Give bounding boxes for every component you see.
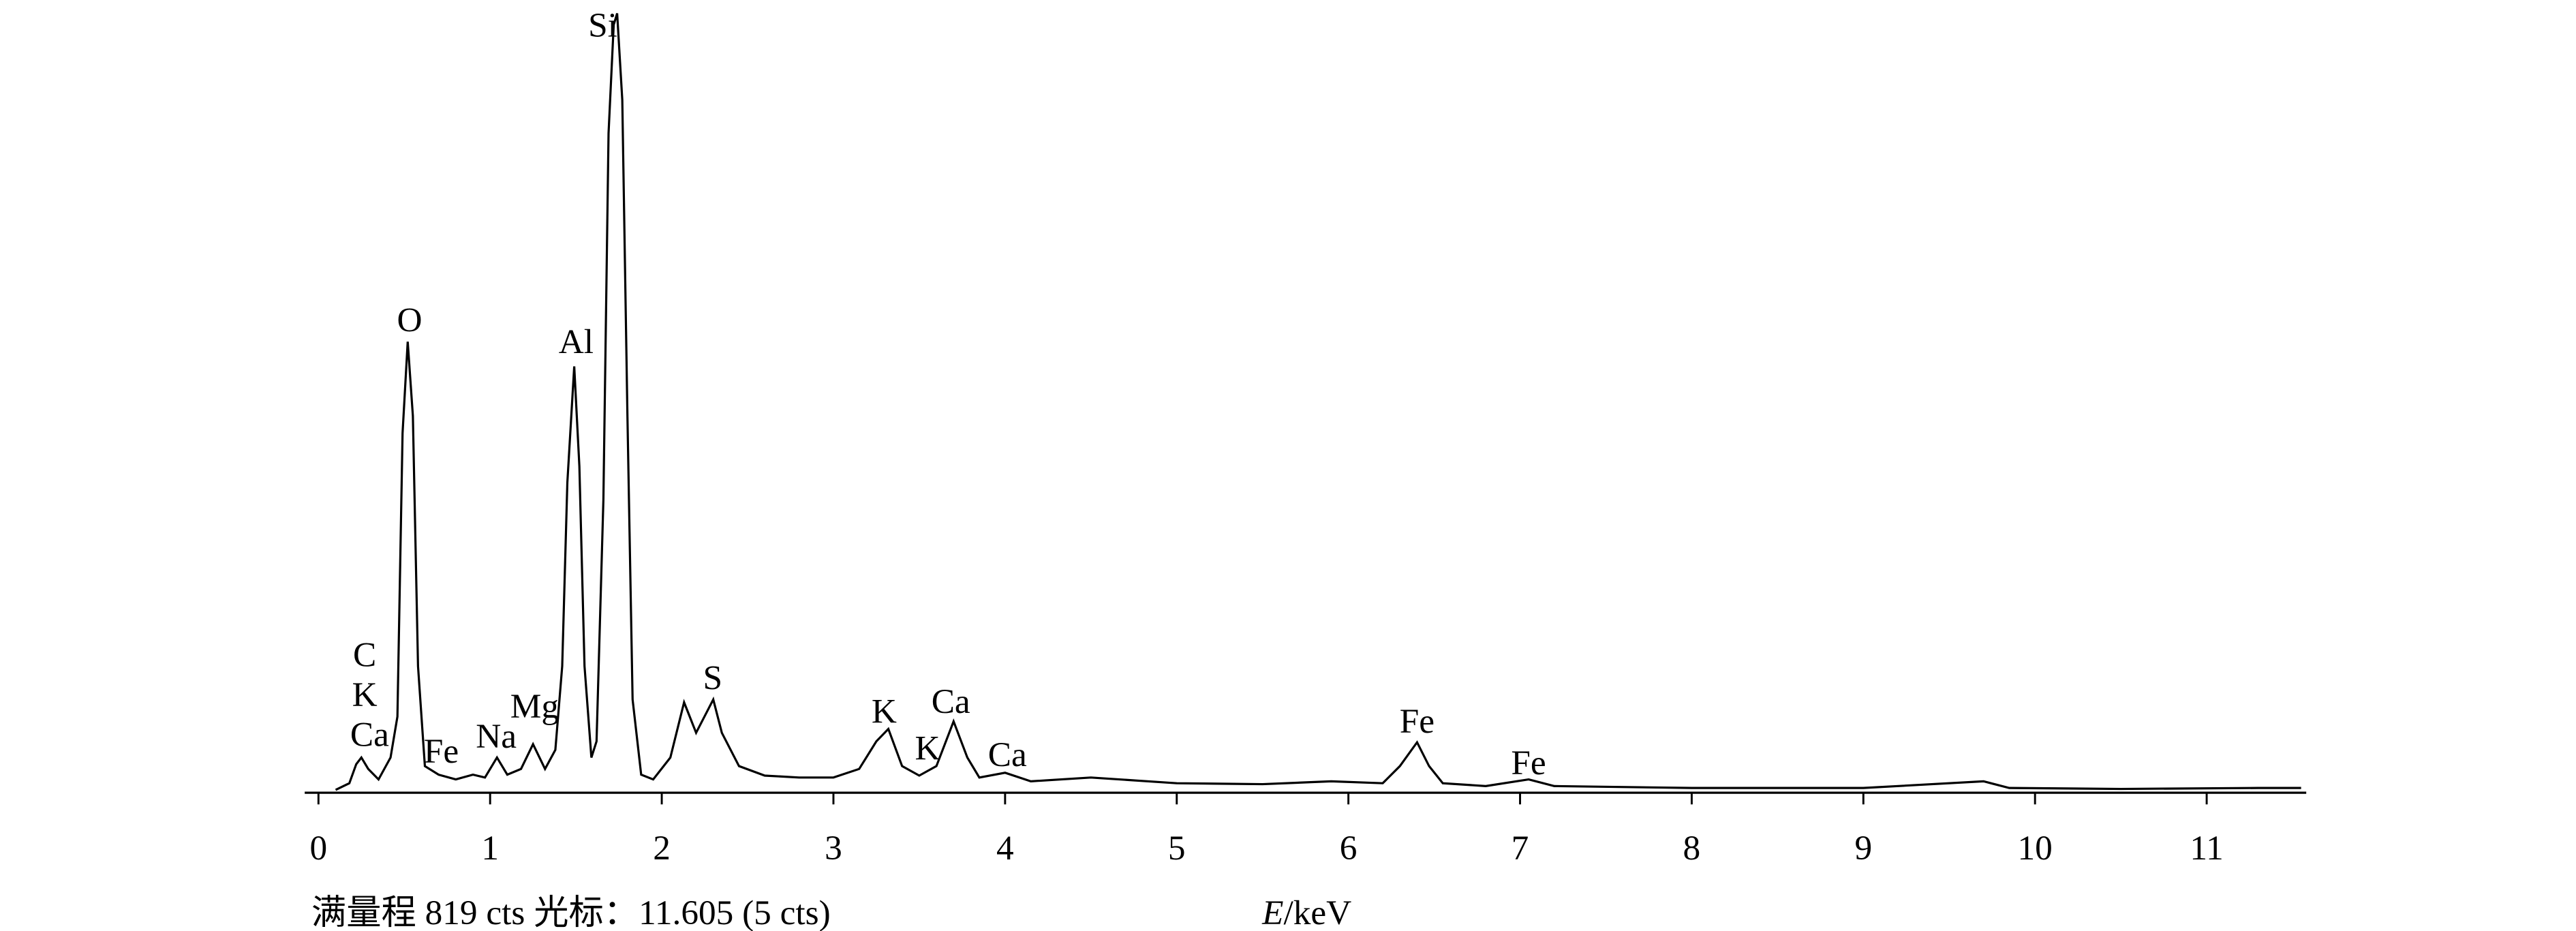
x-tick-label: 9	[1854, 829, 1872, 868]
peak-label: C	[353, 635, 376, 674]
peak-label: Si	[588, 6, 617, 45]
x-tick-label: 7	[1512, 829, 1529, 868]
x-tick-label: 1	[481, 829, 499, 868]
peak-label: Fe	[1511, 744, 1546, 782]
x-tick-label: 5	[1168, 829, 1186, 868]
peak-label: K	[872, 692, 897, 731]
peak-label: Ca	[350, 716, 389, 754]
peak-label: O	[397, 301, 423, 339]
x-label-unit: /keV	[1283, 894, 1351, 931]
footer: 满量程 819 cts 光标：11.605 (5 cts)	[311, 894, 831, 931]
x-tick-label: 4	[996, 829, 1014, 868]
x-tick-label: 0	[309, 829, 327, 868]
x-tick-label: 8	[1683, 829, 1701, 868]
x-tick-label: 3	[825, 829, 842, 868]
peak-label: S	[703, 659, 723, 698]
peak-label: Na	[476, 717, 517, 756]
peak-label: K	[352, 675, 378, 714]
peak-label: Fe	[1400, 702, 1435, 741]
x-axis-label: E/keV	[1261, 894, 1351, 931]
peak-label: Mg	[510, 687, 559, 726]
peak-label: Ca	[932, 682, 970, 721]
x-tick-label: 10	[2018, 829, 2053, 868]
peak-label: Ca	[988, 735, 1027, 774]
spectrum-line	[335, 13, 2301, 791]
peak-label: K	[915, 729, 940, 767]
x-tick-label: 6	[1340, 829, 1358, 868]
x-tick-label: 2	[653, 829, 671, 868]
x-tick-label: 11	[2190, 829, 2223, 868]
peak-label: Fe	[424, 732, 459, 771]
x-label-symbol: E	[1261, 894, 1283, 931]
peak-label: Al	[559, 322, 594, 361]
